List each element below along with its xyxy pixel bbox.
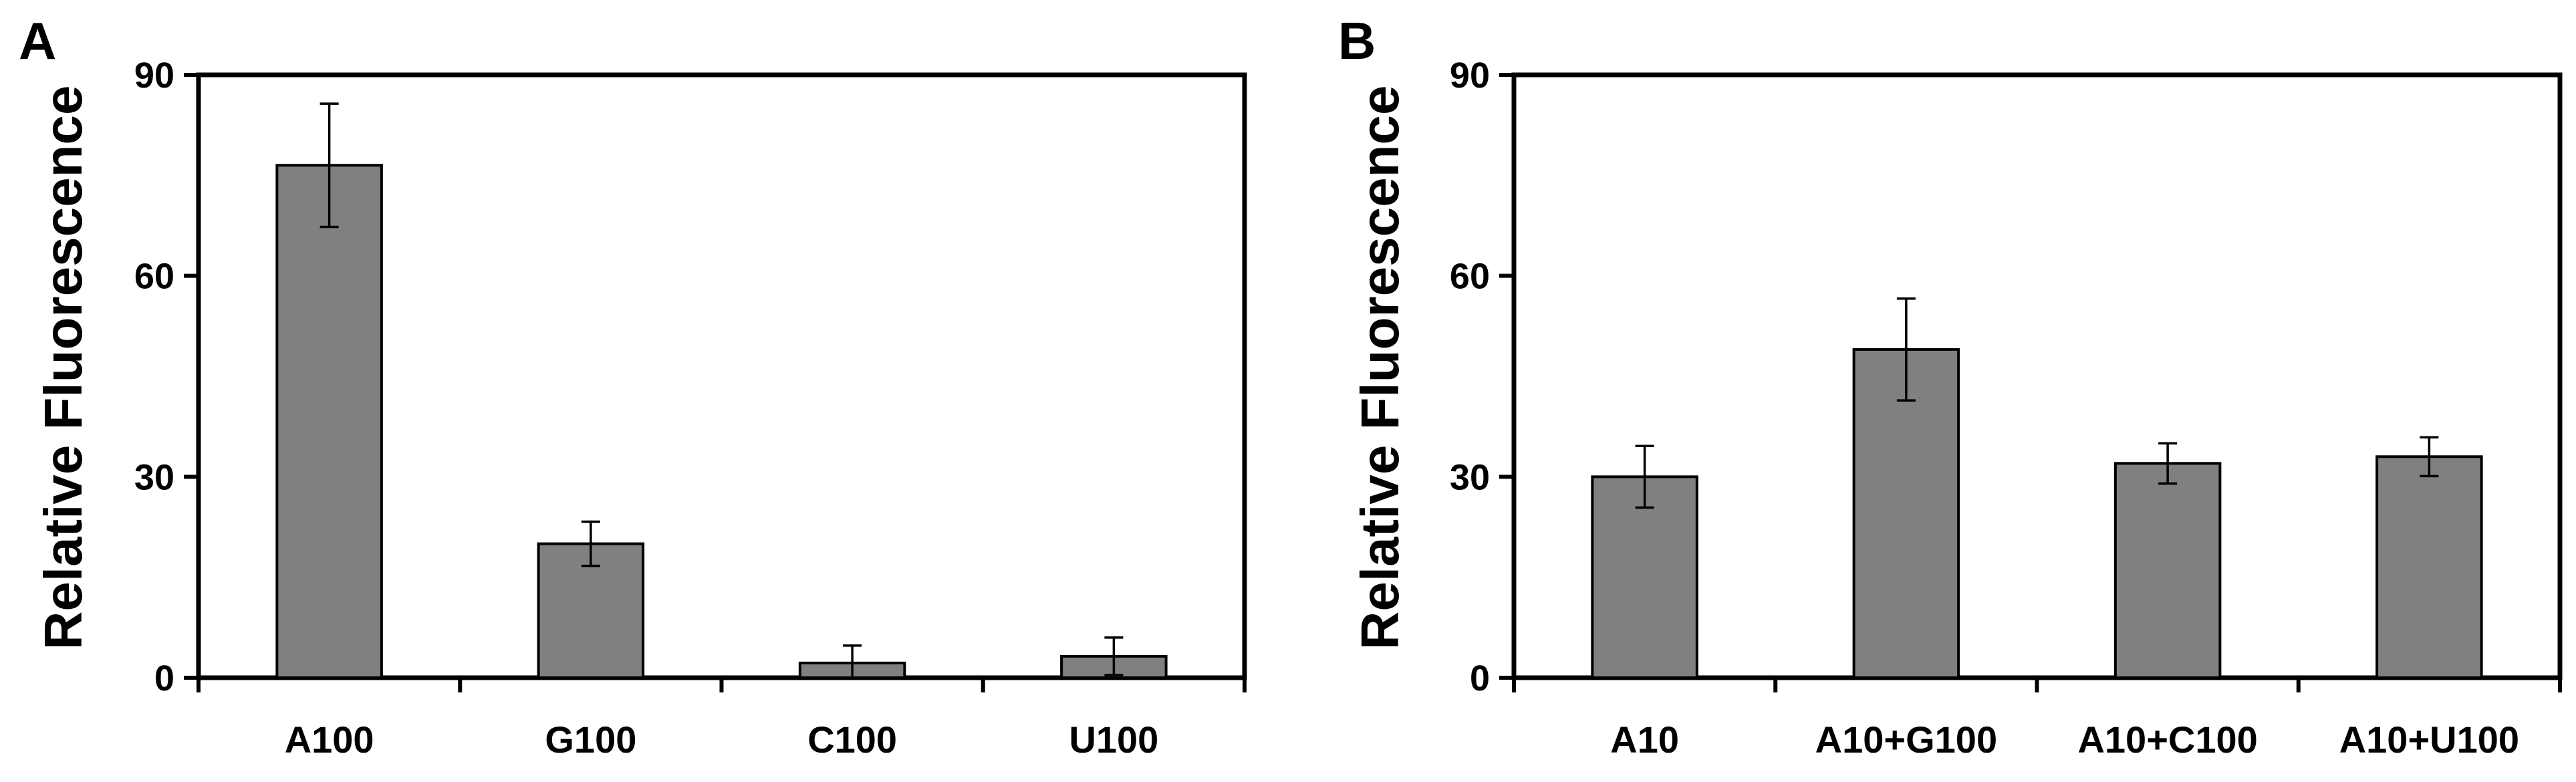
panel-a-bars [275, 102, 1168, 680]
panel-b-error-bar [1896, 297, 1916, 402]
panel-b-category-labels: A10 A10+G100 A10+C100 A10+U100 [1610, 719, 2519, 761]
panel-b-category-label: A10+U100 [2339, 719, 2519, 761]
panel-b-letter: B [1338, 11, 1376, 70]
panel-a-y-axis-title: Relative Fluorescence [33, 86, 93, 650]
panel-a-y-tick-label: 30 [134, 457, 174, 497]
panel-b-y-tick-label: 60 [1450, 257, 1490, 297]
panel-a-y-ticks: 0 30 60 90 [134, 55, 1247, 698]
panel-b-y-tick-label: 0 [1470, 658, 1490, 698]
panel-b-bar-a10-c100 [2113, 462, 2222, 679]
panel-a: A Relative Fluorescence 0 30 60 90 A100 G100… [19, 11, 1247, 761]
panel-b-category-label: A10 [1610, 719, 1679, 761]
panel-a-error-bar [1104, 636, 1124, 676]
panel-a-bar-a100 [275, 164, 383, 680]
panel-b-y-ticks: 0 30 60 90 [1450, 55, 2562, 698]
panel-b-y-tick-label: 90 [1450, 55, 1490, 96]
panel-b: B Relative Fluorescence 0 30 60 90 A10 A10+G… [1338, 11, 2563, 761]
panel-b-error-bar [1635, 444, 1654, 509]
panel-b-bar-a10 [1591, 475, 1698, 679]
panel-b-bar-a10-g100 [1852, 348, 1960, 680]
panel-a-letter: A [19, 11, 56, 70]
panel-b-y-axis-title: Relative Fluorescence [1350, 86, 1410, 650]
panel-a-error-bar [319, 102, 339, 229]
panel-a-error-bar [581, 520, 600, 567]
panel-b-y-tick-label: 30 [1450, 457, 1490, 497]
panel-b-error-bar [2420, 436, 2439, 478]
panel-a-category-label: C100 [807, 719, 897, 761]
panel-a-category-label: U100 [1069, 719, 1158, 761]
panel-a-y-tick-label: 90 [134, 55, 174, 96]
panel-b-bar-a10-u100 [2375, 455, 2483, 679]
panel-b-bars [1591, 297, 2483, 680]
panel-b-category-label: A10+C100 [2077, 719, 2257, 761]
panel-a-category-labels: A100 G100 C100 U100 [285, 719, 1159, 761]
panel-a-error-bar [843, 644, 862, 679]
panel-a-category-label: A100 [285, 719, 374, 761]
panel-a-category-label: G100 [545, 719, 636, 761]
panel-a-y-tick-label: 0 [154, 658, 174, 698]
panel-a-y-tick-label: 60 [134, 257, 174, 297]
panel-b-error-bar [2158, 442, 2178, 485]
panel-b-category-label: A10+G100 [1815, 719, 1997, 761]
